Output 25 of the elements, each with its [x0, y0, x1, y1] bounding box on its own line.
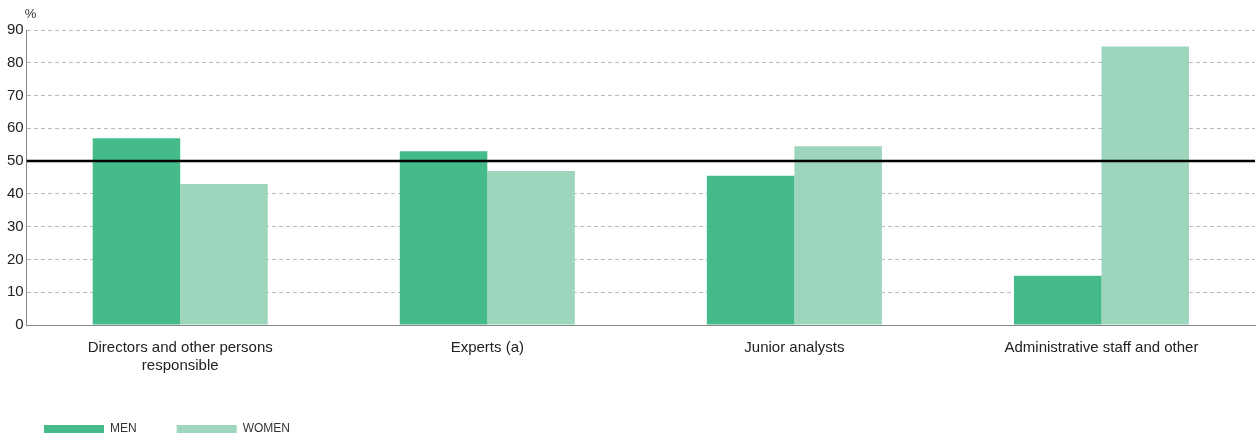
x-tick-label: Junior analysts [744, 338, 845, 356]
x-tick-label: Directors and other persons responsible [87, 338, 273, 374]
bar [487, 170, 575, 325]
y-tick-label: 40 [7, 184, 24, 202]
y-axis-title: % [24, 5, 37, 21]
y-tick-label: 20 [7, 249, 24, 267]
y-tick-label: 30 [7, 216, 24, 234]
y-tick-label: 70 [7, 85, 24, 103]
bar [794, 146, 882, 325]
y-tick-label: 0 [15, 315, 24, 333]
bar [399, 151, 488, 325]
y-tick-label: 80 [7, 52, 24, 70]
y-tick-label: 60 [7, 118, 24, 136]
bar [1101, 46, 1189, 325]
bar [180, 184, 268, 325]
legend-label: WOMEN [242, 421, 290, 436]
bar [706, 175, 795, 325]
bar [1013, 275, 1102, 325]
y-tick-label: 90 [7, 20, 24, 38]
bar [92, 138, 181, 325]
x-tick-label: Experts (a) [450, 338, 524, 356]
y-tick-label: 50 [7, 151, 24, 169]
legend-label: MEN [110, 421, 137, 436]
x-tick-label: Administrative staff and other [1004, 338, 1199, 356]
y-tick-label: 10 [7, 282, 24, 300]
